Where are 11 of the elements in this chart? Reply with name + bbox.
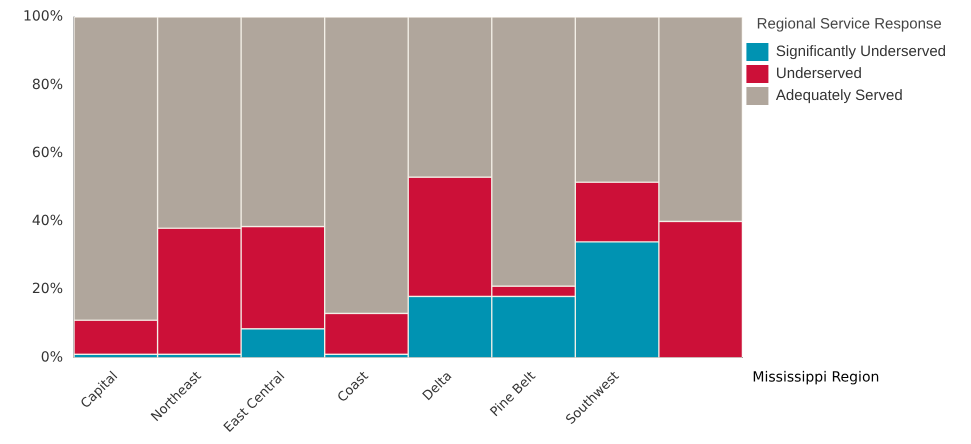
legend-label: Significantly Underserved (776, 43, 946, 60)
legend-label: Adequately Served (776, 87, 903, 104)
x-axis-title: Mississippi Region (752, 369, 880, 386)
y-tick-label: 20% (32, 281, 64, 298)
y-tick-label: 60% (32, 144, 64, 161)
legend-label: Underserved (776, 65, 862, 82)
y-tick-label: 80% (32, 76, 64, 93)
legend-title: Regional Service Response (756, 16, 942, 33)
y-tick-label: 100% (22, 8, 64, 25)
y-tick-label: 0% (40, 349, 64, 366)
y-tick-label: 40% (32, 213, 64, 230)
